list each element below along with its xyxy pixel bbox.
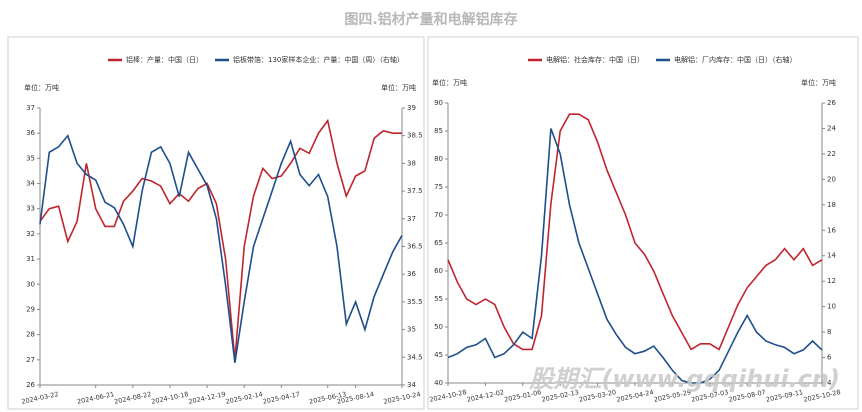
y2-tick-label: 12 (827, 277, 836, 285)
y2-tick-label: 24 (827, 124, 836, 132)
panel (427, 36, 859, 410)
y-tick-label: 30 (26, 280, 35, 288)
y-tick-label: 90 (434, 99, 443, 107)
watermark: 股期汇(www.gqqihui.cn) (528, 365, 840, 393)
y-tick-label: 35 (26, 154, 35, 162)
y-tick-label: 33 (26, 205, 35, 213)
y-tick-label: 32 (26, 230, 35, 238)
y2-tick-label: 14 (827, 252, 836, 260)
y-tick-label: 40 (434, 379, 443, 387)
y2-tick-label: 39 (407, 104, 416, 112)
y-tick-label: 80 (434, 155, 443, 163)
series-line (39, 134, 403, 363)
y-tick-label: 55 (434, 295, 443, 303)
y2-tick-label: 4 (827, 379, 832, 387)
y-tick-label: 29 (26, 305, 35, 313)
page-title: 图四.铝材产量和电解铝库存 (344, 11, 517, 28)
y-tick-label: 36 (26, 129, 35, 137)
y-tick-label: 60 (434, 267, 443, 275)
y2-tick-label: 10 (827, 303, 836, 311)
y-tick-label: 70 (434, 211, 443, 219)
y2-tick-label: 34.5 (407, 353, 423, 361)
y2-tick-label: 37 (407, 215, 416, 223)
y2-tick-label: 16 (827, 226, 836, 234)
y-tick-label: 26 (26, 381, 35, 389)
y-tick-label: 37 (26, 104, 35, 112)
legend-label: 铝棒：产量：中国（日） (126, 55, 203, 64)
y-tick-label: 27 (26, 356, 35, 364)
y2-tick-label: 34 (407, 381, 416, 389)
y-tick-label: 65 (434, 239, 443, 247)
y2-tick-label: 6 (827, 354, 832, 362)
y2-tick-label: 22 (827, 150, 836, 158)
y2-tick-label: 18 (827, 201, 836, 209)
y2-axis-label: 单位：万吨 (801, 78, 836, 87)
legend-label: 铝板带箔：130家样本企业：产量：中国（周）（右轴） (233, 55, 404, 64)
y2-tick-label: 38.5 (407, 132, 423, 140)
y2-tick-label: 37.5 (407, 187, 423, 195)
y-tick-label: 31 (26, 255, 35, 263)
y-tick-label: 75 (434, 183, 443, 191)
y2-tick-label: 35.5 (407, 298, 423, 306)
y-tick-label: 50 (434, 323, 443, 331)
y2-tick-label: 38 (407, 159, 416, 167)
series-line (447, 113, 823, 351)
y-tick-label: 85 (434, 127, 443, 135)
y2-tick-label: 20 (827, 175, 836, 183)
legend-label: 电解铝：社会库存：中国（日） (546, 55, 644, 64)
y2-tick-label: 26 (827, 99, 836, 107)
y2-tick-label: 36 (407, 270, 416, 278)
panel (7, 36, 425, 410)
y-tick-label: 34 (26, 180, 35, 188)
series-line (39, 118, 402, 360)
legend-label: 电解铝：厂内库存：中国（日）（右轴） (674, 55, 797, 64)
y2-tick-label: 36.5 (407, 243, 423, 251)
y2-tick-label: 8 (827, 328, 831, 336)
y2-axis-label: 单位：万吨 (381, 83, 416, 92)
y-tick-label: 45 (434, 351, 443, 359)
y-axis-label: 单位：万吨 (24, 83, 59, 92)
y-axis-label: 单位：万吨 (432, 78, 467, 87)
y2-tick-label: 35 (407, 326, 416, 334)
series-line (447, 128, 823, 384)
y-tick-label: 28 (26, 331, 35, 339)
